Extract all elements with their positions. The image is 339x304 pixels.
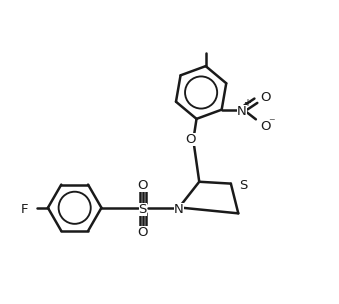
Text: O: O bbox=[138, 226, 148, 239]
Text: N: N bbox=[237, 105, 247, 118]
Text: +: + bbox=[243, 98, 251, 108]
Text: O: O bbox=[261, 91, 271, 104]
Text: S: S bbox=[139, 203, 147, 216]
Text: F: F bbox=[21, 203, 28, 216]
Text: ⁻: ⁻ bbox=[268, 116, 275, 129]
Text: O: O bbox=[261, 119, 271, 133]
Text: O: O bbox=[185, 133, 196, 146]
Text: N: N bbox=[174, 203, 184, 216]
Text: O: O bbox=[138, 179, 148, 192]
Text: S: S bbox=[239, 179, 247, 192]
